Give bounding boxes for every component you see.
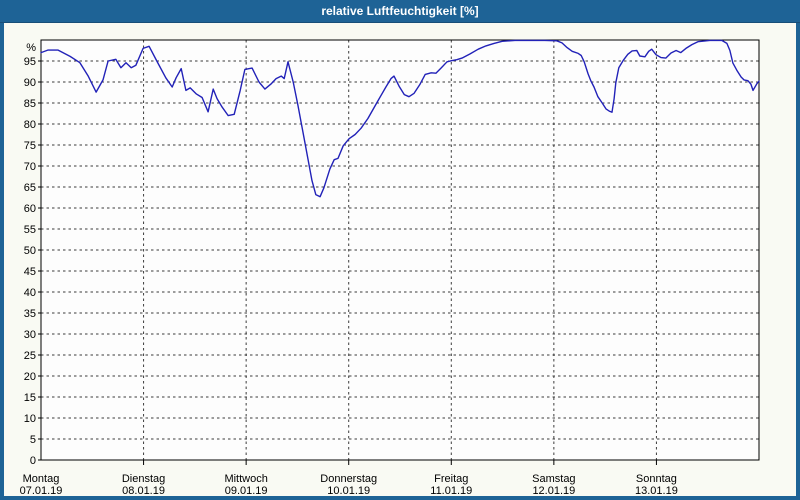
x-axis-day-label: Donnerstag [320, 473, 377, 485]
x-axis-day-label: Sonntag [636, 473, 677, 485]
y-axis-tick-label: 60 [24, 203, 36, 215]
humidity-series-line [40, 39, 760, 198]
x-axis-day-label: Montag [23, 473, 60, 485]
y-axis-tick-label: 20 [24, 371, 36, 383]
x-axis-date-label: 07.01.19 [20, 485, 63, 496]
y-axis-unit-label: % [26, 42, 36, 54]
y-axis-tick-label: 90 [24, 77, 36, 89]
x-axis-date-label: 11.01.19 [430, 485, 472, 496]
x-axis-date-label: 10.01.19 [327, 485, 370, 496]
y-axis-tick-label: 15 [24, 392, 36, 404]
y-axis-tick-label: 45 [24, 266, 36, 278]
x-axis-day-label: Freitag [434, 473, 468, 485]
y-axis-tick-label: 55 [24, 224, 36, 236]
y-axis-tick-label: 35 [24, 308, 36, 320]
chart-content: 95 90 85 80 75 70 65 60 55 50 45 40 35 30 25 20 15 10 5 0% M… [4, 23, 796, 497]
y-axis-tick-label: 25 [24, 350, 36, 362]
y-axis-tick-label: 5 [30, 434, 36, 446]
y-axis-tick-label: 50 [24, 245, 36, 257]
x-axis-date-label: 09.01.19 [225, 485, 268, 496]
y-axis-tick-label: 85 [24, 98, 36, 110]
y-axis-tick-label: 30 [24, 329, 36, 341]
y-axis-tick-label: 10 [24, 413, 36, 425]
y-axis-tick-label: 95 [24, 56, 36, 68]
y-axis-tick-label: 80 [24, 119, 36, 131]
chart-title: relative Luftfeuchtigkeit [%] [321, 4, 479, 18]
chart-title-bar: relative Luftfeuchtigkeit [%] [0, 0, 800, 23]
humidity-line-chart: 95908580757065605550454035302520151050%M… [20, 39, 760, 497]
y-axis-tick-label: 0 [30, 455, 36, 467]
y-axis-tick-label: 70 [24, 161, 36, 173]
y-axis-tick-label: 65 [24, 182, 36, 194]
x-axis-date-label: 08.01.19 [122, 485, 165, 496]
x-axis-date-label: 12.01.19 [532, 485, 575, 496]
x-axis-day-label: Mittwoch [224, 473, 267, 485]
y-axis-tick-label: 40 [24, 287, 36, 299]
plot-border [40, 39, 760, 461]
x-axis-date-label: 13.01.19 [635, 485, 678, 496]
y-axis-tick-label: 75 [24, 140, 36, 152]
x-axis-day-label: Dienstag [122, 473, 165, 485]
x-axis-day-label: Samstag [532, 473, 575, 485]
